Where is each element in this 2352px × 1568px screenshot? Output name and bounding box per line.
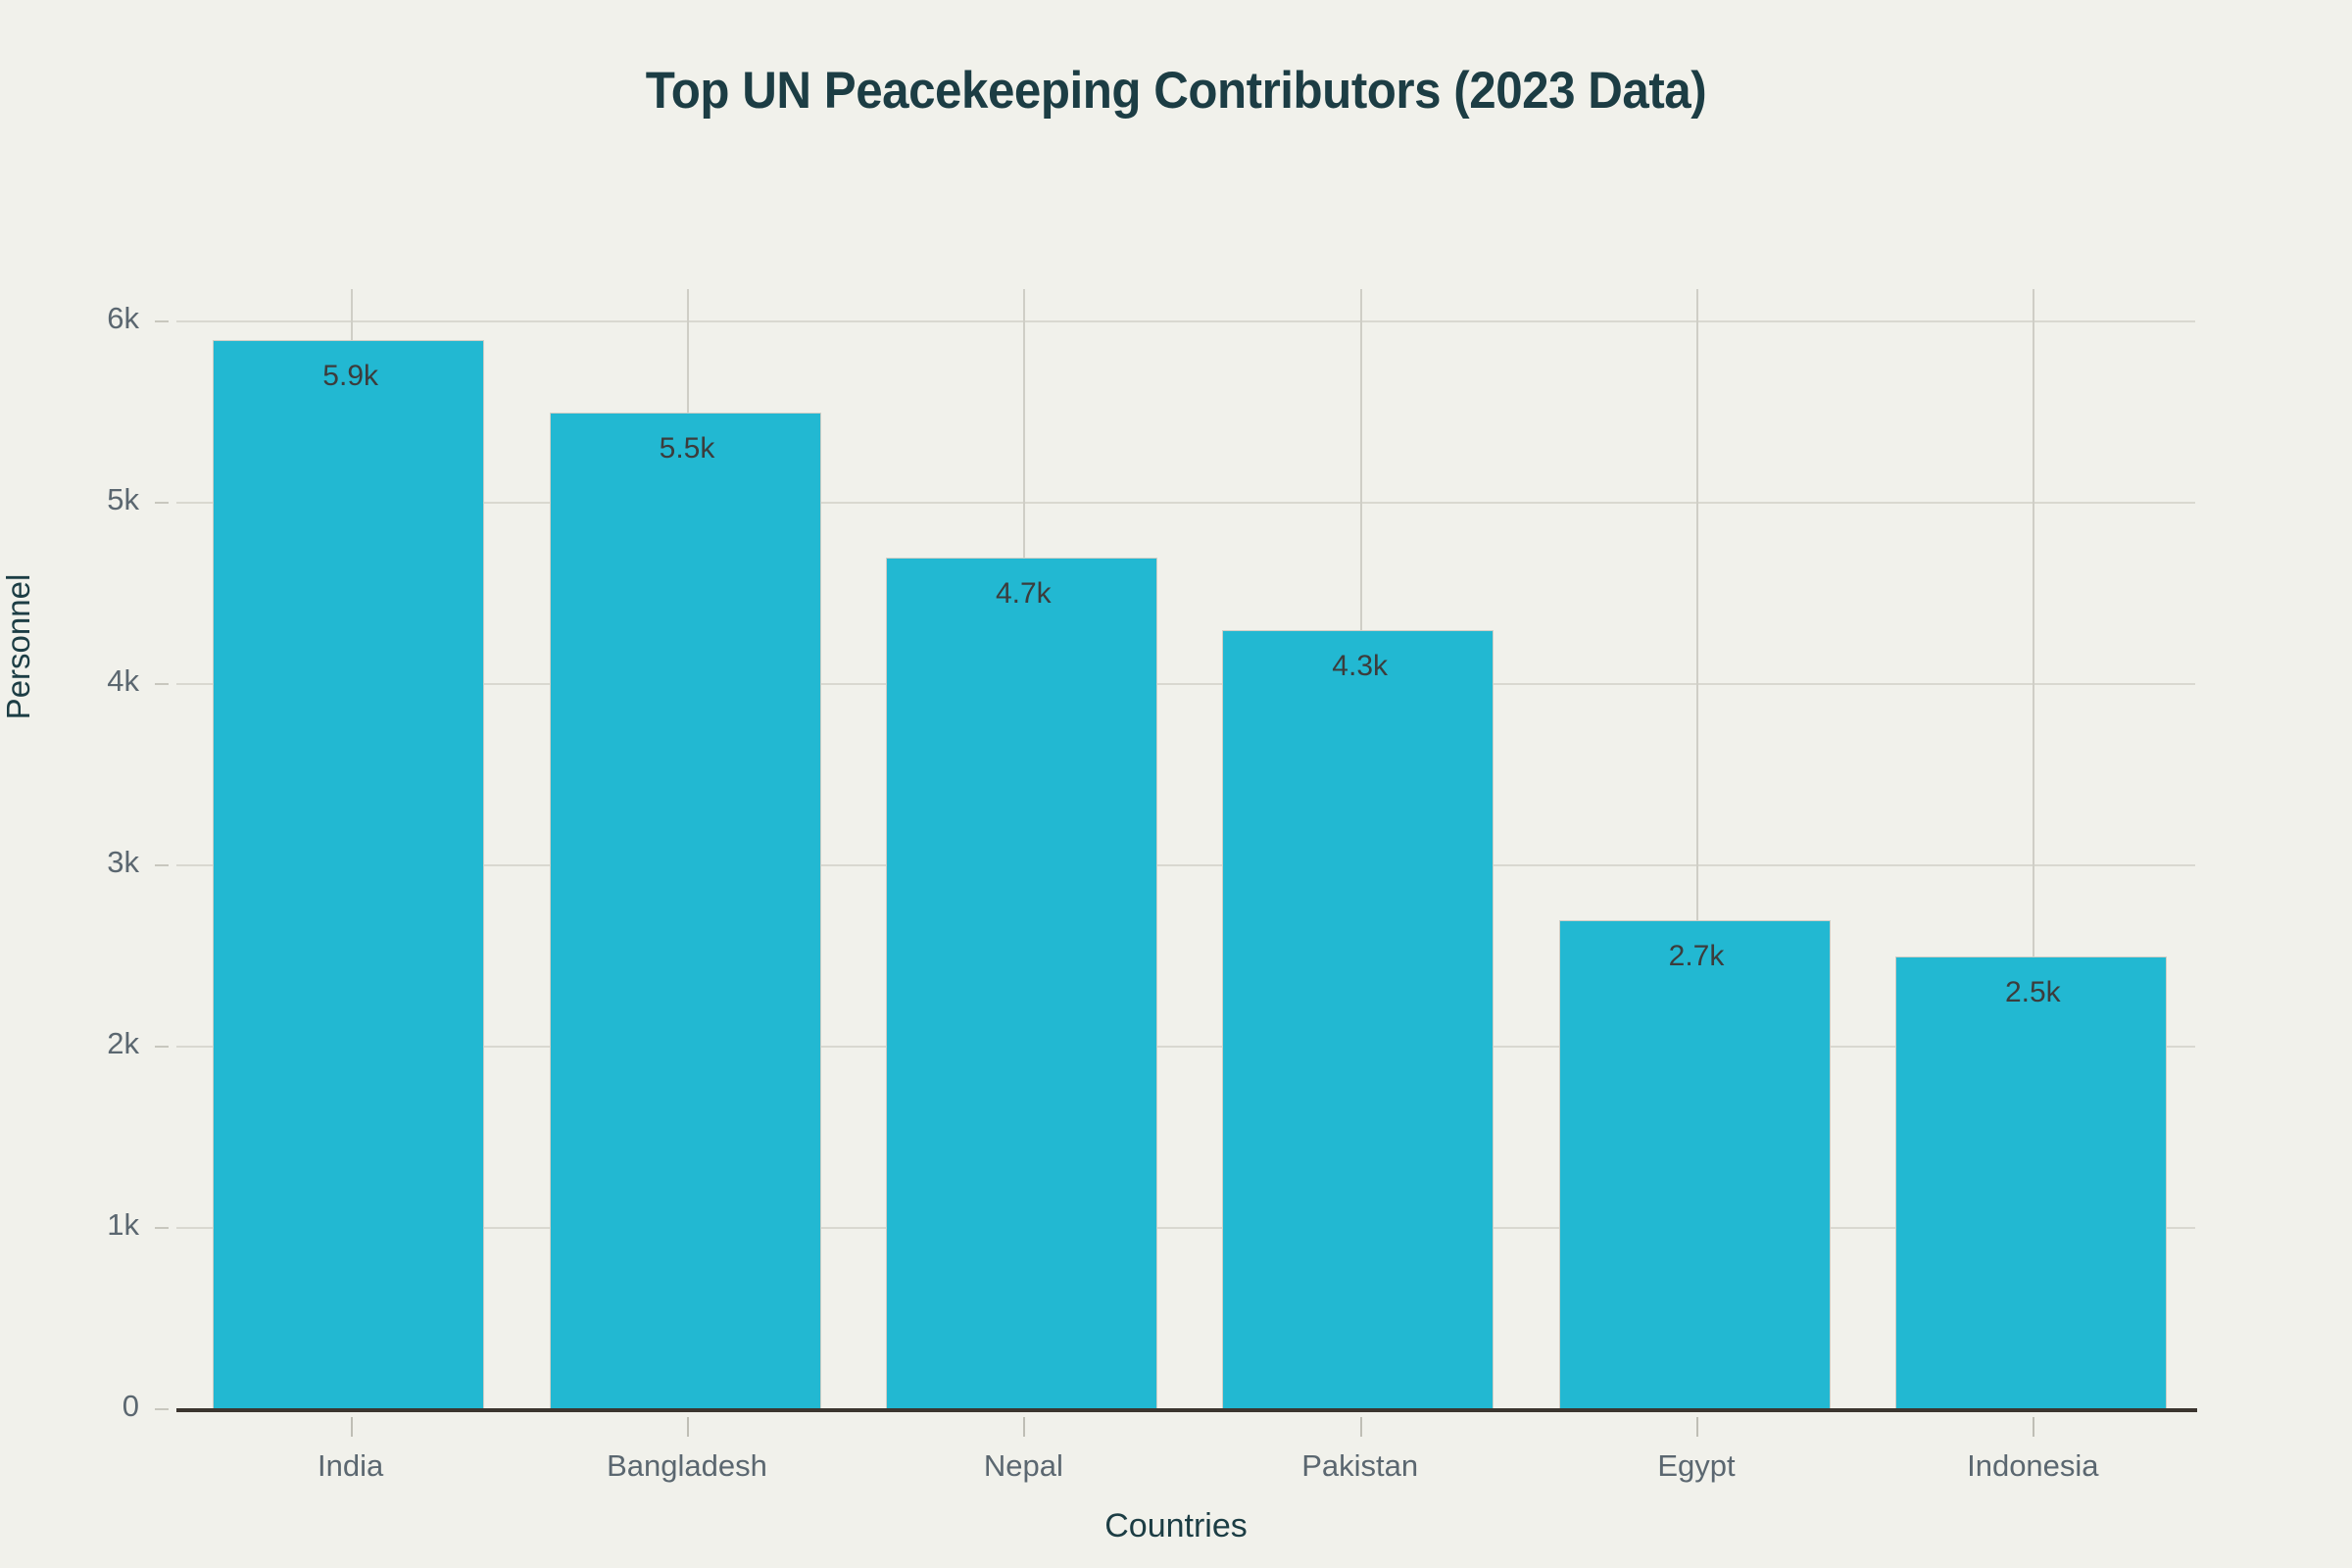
- tick-mark-y: [155, 683, 169, 685]
- y-tick-label: 5k: [107, 482, 139, 516]
- gridline-horizontal: [176, 1046, 2195, 1048]
- x-tick-label: Pakistan: [1301, 1448, 1419, 1483]
- gridline-horizontal: [176, 1227, 2195, 1229]
- gridline-vertical: [1696, 289, 1698, 1409]
- bar-value-label: 5.9k: [322, 359, 379, 392]
- y-tick-label: 3k: [107, 845, 139, 879]
- tick-mark-y: [155, 320, 169, 322]
- bar-value-label: 4.7k: [995, 576, 1052, 610]
- y-tick-label: 6k: [107, 301, 139, 335]
- tick-mark-x: [1696, 1417, 1698, 1437]
- gridline-horizontal: [176, 502, 2195, 504]
- tick-mark-x: [350, 1417, 353, 1437]
- bar-indonesia[interactable]: [1894, 956, 2167, 1409]
- tick-mark-x: [2033, 1417, 2035, 1437]
- y-tick-label: 4k: [107, 663, 139, 698]
- tick-mark-y: [155, 1046, 169, 1048]
- x-tick-label: India: [318, 1448, 384, 1483]
- x-axis-title: Countries: [1104, 1507, 1248, 1544]
- chart-title: Top UN Peacekeeping Contributors (2023 D…: [645, 62, 1707, 120]
- bar-egypt[interactable]: [1558, 919, 1831, 1409]
- tick-mark-x: [1023, 1417, 1026, 1437]
- bar-nepal[interactable]: [885, 557, 1157, 1409]
- tick-mark-y: [155, 864, 169, 866]
- bar-pakistan[interactable]: [1222, 629, 1494, 1409]
- y-tick-label: 1k: [107, 1207, 139, 1242]
- bar-value-label: 2.5k: [2004, 975, 2061, 1008]
- tick-mark-x: [1359, 1417, 1362, 1437]
- x-tick-label: Bangladesh: [607, 1448, 767, 1483]
- x-axis-line: [176, 1408, 2197, 1412]
- tick-mark-y: [155, 1227, 169, 1229]
- gridline-vertical: [2033, 289, 2035, 1409]
- y-axis-title: Personnel: [0, 573, 36, 720]
- bar-value-label: 2.7k: [1668, 939, 1725, 972]
- plot-area: 5.9k 5.5k 4.7k 4.3k 2.7k 2.5k: [176, 289, 2195, 1409]
- x-tick-label: Egypt: [1657, 1448, 1736, 1483]
- tick-mark-y: [155, 502, 169, 504]
- x-tick-label: Indonesia: [1967, 1448, 2099, 1483]
- tick-mark-y: [155, 1408, 169, 1410]
- y-tick-label: 2k: [107, 1026, 139, 1060]
- gridline-horizontal: [176, 320, 2195, 322]
- tick-mark-x: [687, 1417, 689, 1437]
- bar-value-label: 4.3k: [1332, 649, 1389, 682]
- bar-bangladesh[interactable]: [549, 412, 821, 1409]
- x-tick-label: Nepal: [983, 1448, 1063, 1483]
- gridline-horizontal: [176, 683, 2195, 685]
- y-tick-label: 0: [122, 1389, 139, 1423]
- bar-value-label: 5.5k: [659, 431, 715, 465]
- bar-india[interactable]: [213, 339, 485, 1409]
- gridline-horizontal: [176, 864, 2195, 866]
